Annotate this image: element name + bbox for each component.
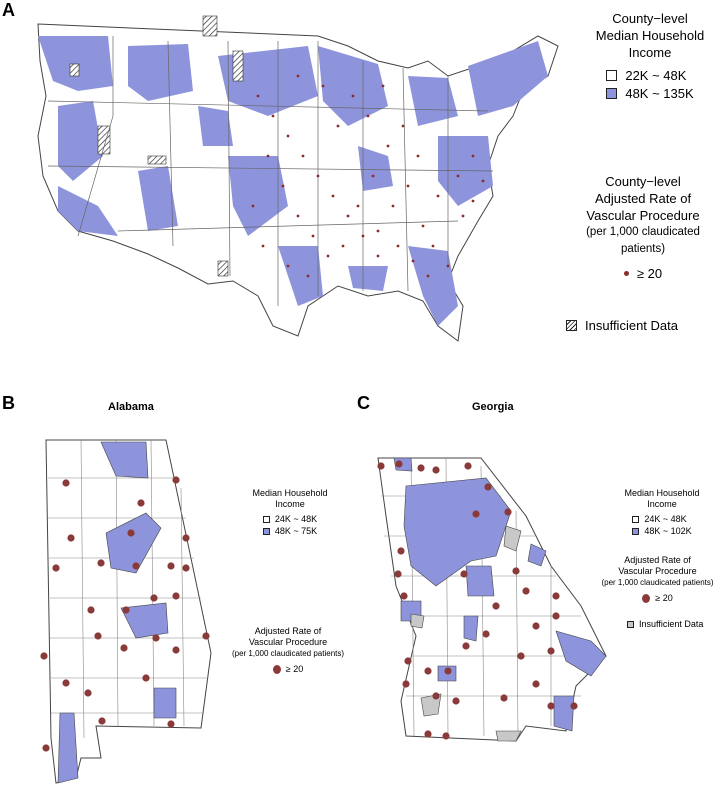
legend-title-line: Median Household bbox=[595, 28, 705, 43]
insufficient-regions bbox=[69, 15, 244, 277]
alabama-map bbox=[40, 439, 212, 784]
rate-dots bbox=[251, 74, 485, 278]
panel-a-letter: A bbox=[2, 0, 15, 20]
rate-label: ≥ 20 bbox=[636, 266, 663, 281]
insufficient-label: Insufficient Data bbox=[639, 619, 704, 629]
legend-title-line: (per 1,000 claudicated patients) bbox=[601, 578, 714, 587]
panel-a-insufficient-legend: Insufficient Data bbox=[566, 315, 678, 336]
rate-label: ≥ 20 bbox=[285, 664, 304, 674]
legend-title-line: Median Household bbox=[624, 488, 700, 498]
legend-title-line: (per 1,000 claudicated patients) bbox=[586, 226, 700, 255]
alabama-high-income bbox=[57, 441, 177, 784]
high-income-label: 48K ~ 135K bbox=[625, 86, 694, 101]
georgia-map bbox=[377, 457, 607, 742]
legend-title-line: County−level bbox=[612, 11, 688, 26]
low-income-label: 24K ~ 48K bbox=[644, 514, 687, 524]
alabama-county-borders bbox=[48, 439, 208, 739]
legend-title-line: (per 1,000 claudicated patients) bbox=[231, 649, 345, 658]
high-income-swatch bbox=[262, 527, 270, 535]
alabama-rate-dots bbox=[40, 476, 210, 752]
panel-b-letter: B bbox=[2, 393, 15, 413]
georgia-title: Georgia bbox=[472, 401, 514, 413]
state-borders bbox=[47, 36, 494, 306]
low-income-label: 24K ~ 48K bbox=[274, 514, 318, 524]
panel-c-income-legend: Median Household Income 24K ~ 48K 48K ~ … bbox=[617, 488, 707, 540]
low-income-swatch bbox=[632, 515, 640, 523]
legend-title-line: Income bbox=[647, 499, 677, 509]
legend-title-line: Adjusted Rate of bbox=[624, 555, 691, 565]
rate-dot-swatch bbox=[642, 593, 651, 603]
panel-b-income-legend: Median Household Income 24K ~ 48K 48K ~ … bbox=[250, 488, 330, 540]
panel-c-rate-legend: Adjusted Rate of Vascular Procedure (per… bbox=[600, 555, 715, 608]
rate-dot-swatch bbox=[623, 271, 629, 276]
insufficient-swatch bbox=[566, 320, 577, 331]
panel-c-letter: C bbox=[357, 393, 370, 413]
low-income-label: 22K ~ 48K bbox=[625, 68, 687, 83]
us-map bbox=[37, 15, 559, 342]
georgia-rate-dots bbox=[377, 460, 578, 740]
panel-b-rate-legend: Adjusted Rate of Vascular Procedure (per… bbox=[228, 626, 348, 679]
insufficient-swatch bbox=[627, 620, 634, 628]
high-income-label: 48K ~ 102K bbox=[644, 526, 692, 536]
insufficient-label: Insufficient Data bbox=[585, 318, 678, 333]
legend-title-line: Income bbox=[275, 499, 305, 509]
rate-dot-swatch bbox=[272, 664, 281, 674]
legend-title-line: Vascular Procedure bbox=[586, 208, 700, 223]
panel-a-rate-legend: County−level Adjusted Rate of Vascular P… bbox=[563, 173, 721, 284]
legend-title-line: Income bbox=[628, 45, 672, 60]
legend-title-line: Adjusted Rate of bbox=[254, 626, 322, 636]
alabama-title: Alabama bbox=[108, 401, 154, 413]
legend-title-line: County−level bbox=[605, 174, 681, 189]
legend-title-line: Adjusted Rate of bbox=[594, 191, 692, 206]
legend-title-line: Vascular Procedure bbox=[248, 637, 328, 647]
low-income-swatch bbox=[262, 515, 270, 523]
panel-a-income-legend: County−level Median Household Income 22K… bbox=[585, 10, 715, 104]
legend-title-line: Vascular Procedure bbox=[618, 566, 697, 576]
high-income-label: 48K ~ 75K bbox=[274, 526, 318, 536]
rate-label: ≥ 20 bbox=[655, 593, 673, 603]
low-income-swatch bbox=[606, 70, 618, 81]
panel-c-insufficient-legend: Insufficient Data bbox=[627, 617, 703, 631]
high-income-swatch bbox=[606, 88, 618, 99]
high-income-swatch bbox=[632, 527, 640, 535]
legend-title-line: Median Household bbox=[252, 488, 328, 498]
